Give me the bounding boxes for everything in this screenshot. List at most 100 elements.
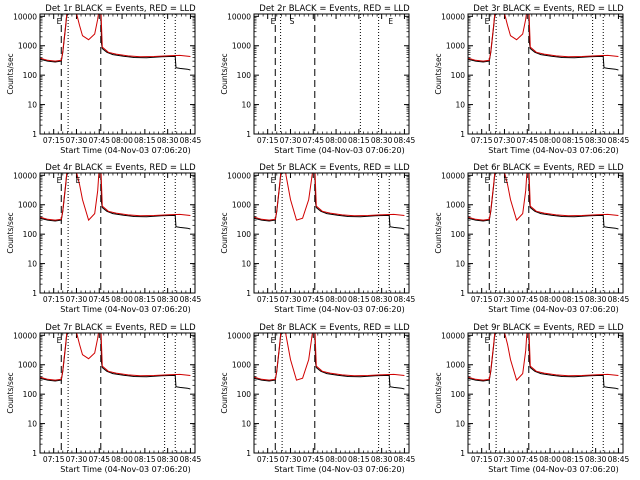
y-tick-label: 1 (460, 130, 465, 139)
chart-title: Det 1r BLACK = Events, RED = LLD (45, 4, 196, 14)
plot-frame (467, 332, 624, 454)
chart-panel-2r: Det 2r BLACK = Events, RED = LLD Counts/s… (220, 4, 415, 155)
x-tick-label: 07:30 (66, 136, 88, 145)
y-axis-label: Counts/sec (6, 53, 15, 94)
y-tick-label: 100 (237, 71, 252, 80)
y-tick-label: 1 (32, 449, 37, 458)
y-tick-label: 1 (32, 130, 37, 139)
y-axis-label: Counts/sec (434, 53, 443, 94)
x-tick-label: 07:15 (43, 136, 65, 145)
x-axis-label: Start Time (04-Nov-03 07:06:20) (274, 305, 404, 314)
x-tick-label: 08:45 (394, 455, 416, 464)
flag-marker: E (504, 176, 509, 185)
x-tick-label: 07:15 (471, 295, 493, 304)
y-tick-label: 1000 (18, 42, 37, 51)
x-axis-label: Start Time (04-Nov-03 07:06:20) (60, 305, 190, 314)
lld-series-line (468, 333, 619, 382)
y-tick-label: 100 (23, 230, 38, 239)
flag-marker: E (485, 17, 490, 26)
flag-marker: E (388, 17, 393, 26)
x-axis-label: Start Time (04-Nov-03 07:06:20) (274, 146, 404, 155)
chart-panel-1r: Det 1r BLACK = Events, RED = LLD Counts/s… (6, 4, 201, 155)
x-tick-label: 07:30 (280, 136, 302, 145)
x-tick-label: 08:00 (539, 295, 561, 304)
x-tick-label: 07:45 (88, 295, 110, 304)
lld-series-line (40, 173, 191, 222)
x-tick-label: 07:45 (302, 295, 324, 304)
flag-marker: E (57, 17, 62, 26)
plot-frame (253, 172, 410, 294)
chart-title: Det 6r BLACK = Events, RED = LLD (473, 163, 624, 173)
y-tick-label: 1000 (232, 201, 251, 210)
x-tick-label: 07:45 (302, 455, 324, 464)
y-tick-label: 1000 (18, 361, 37, 370)
y-tick-label: 100 (23, 390, 38, 399)
y-tick-label: 10 (241, 420, 251, 429)
y-tick-label: 10000 (227, 331, 251, 340)
x-tick-label: 08:45 (608, 295, 630, 304)
y-tick-label: 10 (241, 101, 251, 110)
x-tick-label: 08:15 (348, 455, 370, 464)
x-axis-label: Start Time (04-Nov-03 07:06:20) (274, 465, 404, 474)
x-tick-label: 07:30 (494, 136, 516, 145)
plot-frame (39, 172, 196, 294)
x-tick-label: 07:45 (516, 295, 538, 304)
x-tick-label: 08:00 (539, 455, 561, 464)
y-tick-label: 1000 (446, 361, 465, 370)
y-axis-label: Counts/sec (220, 372, 229, 413)
y-tick-label: 1000 (446, 201, 465, 210)
x-tick-label: 07:30 (280, 455, 302, 464)
flag-marker: S (290, 17, 295, 26)
x-tick-label: 08:15 (134, 136, 156, 145)
x-axis-label: Start Time (04-Nov-03 07:06:20) (488, 146, 618, 155)
y-axis-label: Counts/sec (6, 372, 15, 413)
y-tick-label: 10000 (227, 171, 251, 180)
x-tick-label: 08:15 (348, 136, 370, 145)
x-tick-label: 08:45 (394, 136, 416, 145)
x-tick-label: 07:15 (257, 295, 279, 304)
x-tick-label: 07:15 (471, 455, 493, 464)
chart-title: Det 4r BLACK = Events, RED = LLD (45, 163, 196, 173)
x-axis-label: Start Time (04-Nov-03 07:06:20) (488, 465, 618, 474)
x-tick-label: 07:30 (494, 455, 516, 464)
y-tick-label: 10 (455, 260, 465, 269)
y-tick-label: 100 (23, 71, 38, 80)
chart-panel-8r: Det 8r BLACK = Events, RED = LLD Counts/s… (220, 323, 415, 474)
chart-panel-5r: Det 5r BLACK = Events, RED = LLD Counts/s… (220, 163, 415, 314)
x-tick-label: 08:30 (157, 295, 179, 304)
plot-frame (39, 332, 196, 454)
flag-marker: E (271, 17, 276, 26)
chart-panel-6r: Det 6r BLACK = Events, RED = LLD Counts/s… (434, 163, 629, 314)
y-tick-label: 1 (460, 449, 465, 458)
y-tick-label: 1 (246, 449, 251, 458)
plot-frame (253, 13, 410, 135)
x-axis-label: Start Time (04-Nov-03 07:06:20) (60, 146, 190, 155)
x-tick-label: 07:30 (66, 455, 88, 464)
y-tick-label: 100 (237, 390, 252, 399)
y-tick-label: 1000 (446, 42, 465, 51)
y-tick-label: 1 (246, 289, 251, 298)
lld-series-line (468, 14, 619, 62)
x-tick-label: 08:45 (180, 295, 202, 304)
x-axis-label: Start Time (04-Nov-03 07:06:20) (488, 305, 618, 314)
x-tick-label: 08:15 (348, 295, 370, 304)
x-tick-label: 08:30 (371, 295, 393, 304)
y-tick-label: 10000 (13, 12, 37, 21)
flag-marker: E (485, 176, 490, 185)
chart-title: Det 5r BLACK = Events, RED = LLD (259, 163, 410, 173)
y-axis-label: Counts/sec (220, 53, 229, 94)
x-tick-label: 08:30 (371, 455, 393, 464)
x-tick-label: 08:45 (394, 295, 416, 304)
y-axis-label: Counts/sec (220, 212, 229, 253)
y-tick-label: 10000 (227, 12, 251, 21)
plot-frame (467, 13, 624, 135)
y-tick-label: 10000 (13, 171, 37, 180)
chart-panel-3r: Det 3r BLACK = Events, RED = LLD Counts/s… (434, 4, 629, 155)
y-tick-label: 10 (27, 260, 37, 269)
x-tick-label: 08:00 (111, 455, 133, 464)
y-tick-label: 100 (451, 71, 466, 80)
y-tick-label: 1 (32, 289, 37, 298)
y-tick-label: 100 (237, 230, 252, 239)
y-tick-label: 10000 (441, 331, 465, 340)
